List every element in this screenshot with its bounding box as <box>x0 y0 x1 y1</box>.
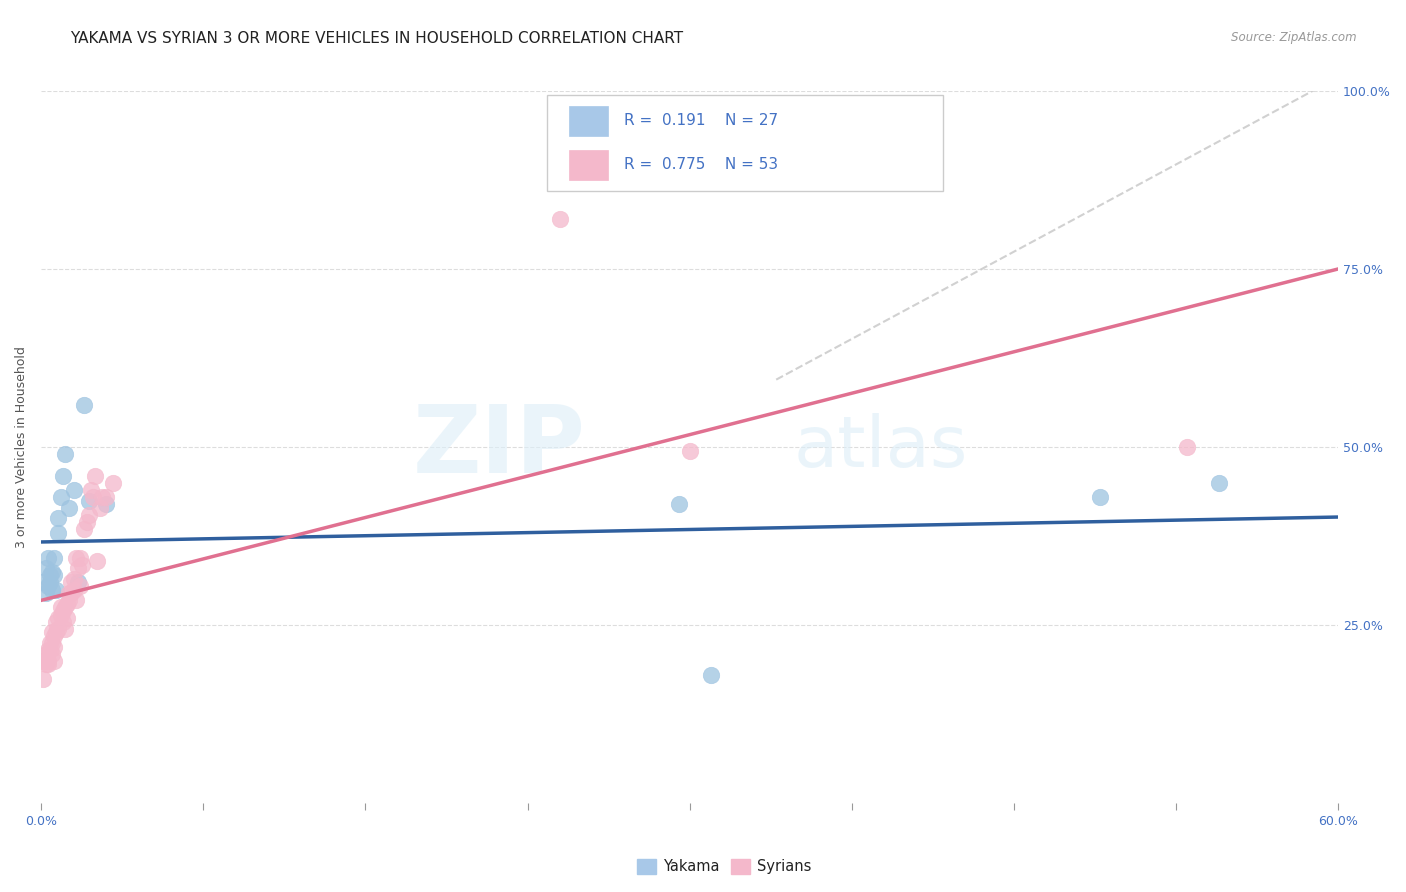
Point <box>56 597 79 611</box>
Point <box>44 550 66 565</box>
Point <box>73 522 96 536</box>
Point <box>66 561 89 575</box>
Point <box>37 643 59 657</box>
Point <box>38 636 60 650</box>
Point <box>34 647 56 661</box>
Point <box>32 575 55 590</box>
Point <box>77 493 100 508</box>
Point <box>700 668 723 682</box>
Text: ZIP: ZIP <box>413 401 586 493</box>
Point <box>668 497 690 511</box>
Point <box>41 565 63 579</box>
Point <box>37 550 59 565</box>
Y-axis label: 3 or more Vehicles in Household: 3 or more Vehicles in Household <box>15 346 28 549</box>
Point <box>101 475 124 490</box>
Point <box>548 212 571 227</box>
Point <box>89 500 111 515</box>
Point <box>37 579 59 593</box>
Point <box>53 622 76 636</box>
FancyBboxPatch shape <box>547 95 942 191</box>
Point <box>77 508 100 522</box>
Point <box>1090 490 1112 504</box>
Point <box>53 447 76 461</box>
Point <box>86 554 108 568</box>
Point <box>44 654 66 668</box>
Point <box>38 575 60 590</box>
Point <box>34 561 56 575</box>
Point <box>679 443 702 458</box>
Point <box>44 629 66 643</box>
Point <box>62 572 84 586</box>
Point <box>1208 475 1230 490</box>
Point <box>73 398 96 412</box>
FancyBboxPatch shape <box>569 151 607 180</box>
Point <box>69 550 91 565</box>
Point <box>60 575 83 590</box>
Point <box>94 490 117 504</box>
Point <box>58 500 80 515</box>
Point <box>52 468 75 483</box>
Point <box>48 525 70 540</box>
Point <box>82 490 104 504</box>
Point <box>62 582 84 597</box>
Point <box>65 550 87 565</box>
Point <box>48 611 70 625</box>
Point <box>1175 440 1198 454</box>
Text: YAKAMA VS SYRIAN 3 OR MORE VEHICLES IN HOUSEHOLD CORRELATION CHART: YAKAMA VS SYRIAN 3 OR MORE VEHICLES IN H… <box>70 31 683 46</box>
Point <box>62 483 84 497</box>
Point <box>41 636 63 650</box>
Point <box>60 586 83 600</box>
Point <box>52 604 75 618</box>
Point <box>38 643 60 657</box>
Point <box>37 654 59 668</box>
Point <box>72 558 94 572</box>
Point <box>45 625 67 640</box>
Point <box>37 657 59 672</box>
Legend: Yakama, Syrians: Yakama, Syrians <box>631 853 817 880</box>
Point <box>52 615 75 629</box>
Point <box>66 575 89 590</box>
Point <box>94 497 117 511</box>
FancyBboxPatch shape <box>569 106 607 136</box>
Point <box>44 568 66 582</box>
Point <box>49 607 72 622</box>
Point <box>58 593 80 607</box>
Point <box>48 622 70 636</box>
Text: R =  0.191    N = 27: R = 0.191 N = 27 <box>624 112 778 128</box>
Point <box>76 515 98 529</box>
Text: R =  0.775    N = 53: R = 0.775 N = 53 <box>624 157 778 172</box>
Point <box>90 490 112 504</box>
Point <box>44 640 66 654</box>
Point <box>41 625 63 640</box>
Point <box>56 611 79 625</box>
Point <box>34 657 56 672</box>
Point <box>65 593 87 607</box>
Point <box>41 582 63 597</box>
Point <box>41 647 63 661</box>
Point <box>80 483 103 497</box>
Point <box>32 672 55 686</box>
Point <box>49 600 72 615</box>
Point <box>48 511 70 525</box>
Point <box>32 654 55 668</box>
Text: Source: ZipAtlas.com: Source: ZipAtlas.com <box>1232 31 1357 45</box>
Point <box>45 582 67 597</box>
Point <box>38 568 60 582</box>
Point <box>49 490 72 504</box>
Point <box>84 468 107 483</box>
Text: atlas: atlas <box>793 413 967 482</box>
Point <box>58 586 80 600</box>
Point <box>69 579 91 593</box>
Point <box>34 586 56 600</box>
Point <box>45 615 67 629</box>
Point <box>53 600 76 615</box>
